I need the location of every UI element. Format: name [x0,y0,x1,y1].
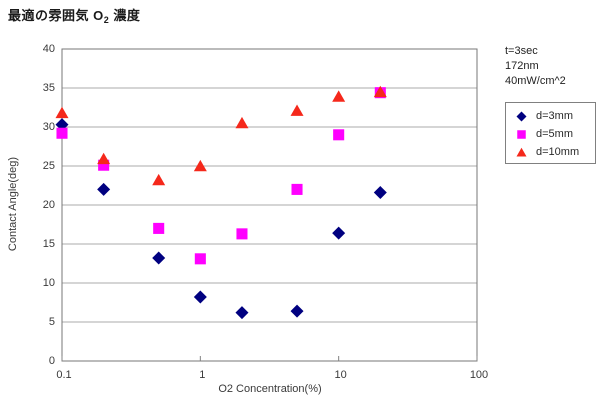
triangle-marker [516,147,527,156]
y-tick-label: 20 [42,198,55,211]
diamond-marker [516,111,527,121]
y-tick-label: 25 [42,159,55,172]
legend-label: d=10mm [536,146,580,158]
data-point-d5mm [333,129,345,141]
y-tick-label: 10 [42,276,55,289]
x-axis-title: O2 Concentration(%) [218,383,322,395]
square-icon [517,129,526,139]
legend-label: d=3mm [536,110,573,122]
data-point-d5mm [291,183,303,195]
data-point-d3mm [152,251,166,265]
legend-item-d3mm: d=3mm [506,107,595,125]
chart-title: 最適の雰囲気 O2 濃度 [8,5,140,25]
chart-title-text: 最適の雰囲気 O [8,8,104,23]
data-point-d3mm [235,306,249,320]
y-tick-label: 0 [48,354,55,367]
x-tick-label: 100 [469,369,489,381]
legend: d=3mm d=5mm d=10mm [505,102,596,164]
diamond-icon [516,111,527,121]
chart-title-suffix: 濃度 [109,8,141,23]
y-tick-label: 15 [42,237,55,250]
x-tick-label: 0.1 [56,369,72,381]
data-point-d5mm [236,228,248,240]
data-point-d5mm [194,253,206,265]
y-tick-label: 30 [42,120,55,133]
legend-item-d5mm: d=5mm [506,125,595,143]
legend-item-d10mm: d=10mm [506,143,595,161]
data-point-d10mm [290,104,304,116]
y-axis-title: Contact Angle(deg) [7,156,19,252]
series-d10mm [55,85,387,186]
data-point-d10mm [193,159,207,172]
y-tick-label: 40 [42,42,55,55]
legend-label: d=5mm [536,128,573,140]
data-point-d3mm [373,186,387,200]
data-point-d10mm [373,85,387,98]
x-tick-label: 10 [334,369,347,381]
triangle-icon [516,147,527,156]
data-point-d10mm [97,152,111,165]
y-tick-label: 5 [48,315,55,328]
plot-border [61,48,478,362]
data-point-d3mm [290,304,304,318]
square-marker [517,129,526,139]
data-point-d3mm [97,182,111,196]
data-point-d10mm [235,116,249,129]
annotation-line-time: t=3sec [505,45,538,57]
data-point-d5mm [98,159,110,171]
data-point-d5mm [56,127,68,139]
x-tick-label: 1 [199,369,206,381]
data-point-d5mm [153,222,165,234]
y-tick-label: 35 [42,81,55,94]
data-point-d10mm [152,173,166,186]
data-point-d3mm [332,226,346,240]
chart-title-subscript: 2 [103,15,110,25]
annotation: t=3sec 172nm 40mW/cm^2 [505,44,566,89]
annotation-line-wavelength: 172nm [505,60,539,72]
data-point-d3mm [193,290,207,304]
data-point-d10mm [332,90,346,102]
data-point-d10mm [55,106,69,119]
annotation-line-power: 40mW/cm^2 [505,75,566,87]
